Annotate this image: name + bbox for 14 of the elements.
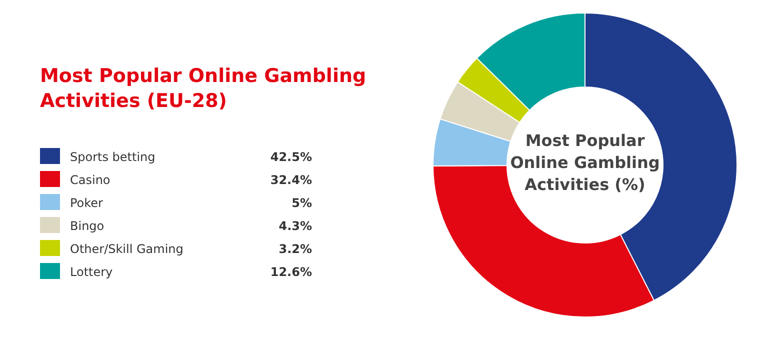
data-label: 32.4% (270, 173, 312, 187)
data-label: 3.2% (278, 242, 312, 256)
text: Most Popular Online Gambling Activities (%) (510, 131, 660, 194)
legend-label: Lottery (70, 265, 113, 279)
legend-label: Casino (70, 173, 110, 187)
text: Most Popular Online Gambling Activities (EU-28) (40, 65, 366, 112)
data-label: 4.3% (278, 219, 312, 233)
data-label: 5% (292, 196, 312, 210)
legend-label: Other/Skill Gaming (70, 242, 184, 256)
legend-label: Sports betting (70, 150, 156, 164)
data-label: 42.5% (270, 150, 312, 164)
legend-label: Bingo (70, 219, 104, 233)
legend-label: Poker (70, 196, 104, 210)
data-label: 12.6% (270, 265, 312, 279)
